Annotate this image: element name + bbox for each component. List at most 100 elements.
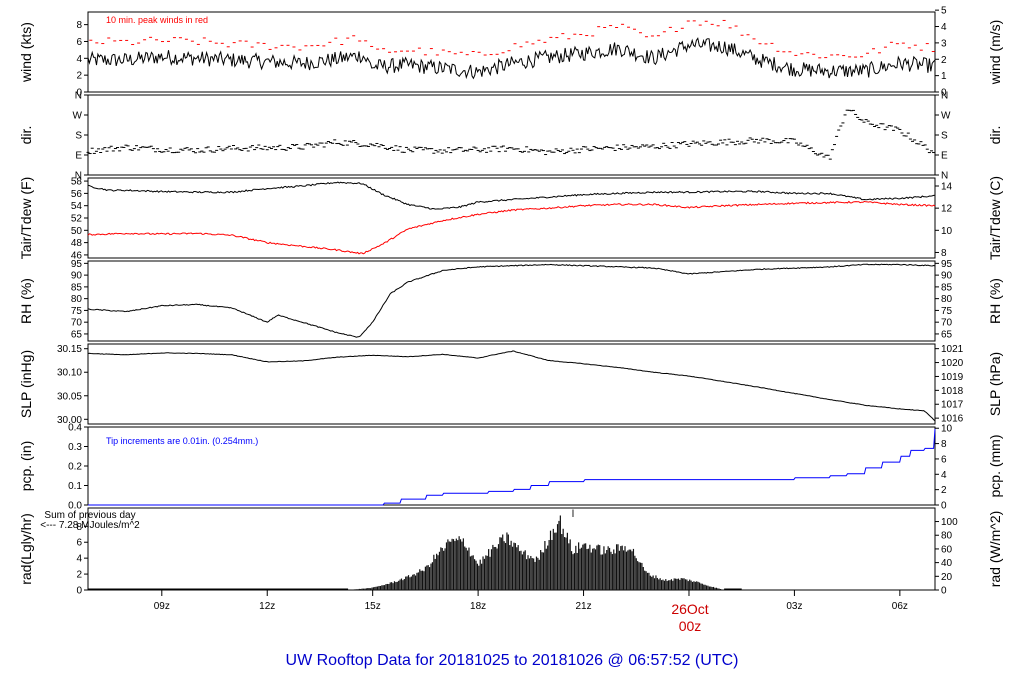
tick-label-left: 0.3 [68, 442, 82, 453]
tick-label-left: 65 [71, 329, 83, 340]
tick-label-right: 8 [941, 248, 947, 259]
tick-label-right: 60 [941, 544, 953, 555]
tick-label-right: 65 [941, 329, 953, 340]
tick-label-left: 2 [76, 71, 82, 82]
tick-label-left: W [73, 111, 83, 122]
tick-label-left: 0.0 [68, 501, 82, 512]
panel-5: SLP (inHg) SLP (hPa) 30.00 30.05 30.10 30.15 1… [18, 343, 1003, 426]
tick-label-right: 0 [941, 501, 947, 512]
tick-label-left: 48 [71, 238, 83, 249]
tick-label-left: 56 [71, 189, 83, 200]
x-tick-label: 15z [365, 601, 381, 612]
x-tick-label: 18z [470, 601, 486, 612]
peak-wind-marks [89, 19, 935, 59]
tick-label-right: S [941, 131, 948, 142]
tick-label-right: 0 [941, 586, 947, 597]
ylabel-right: wind (m/s) [987, 20, 1003, 86]
tick-label-left: N [75, 91, 82, 102]
tick-label-left: 30.05 [57, 391, 82, 402]
panel-annotation: 10 min. peak winds in red [106, 15, 208, 25]
tick-label-left: 85 [71, 282, 83, 293]
tick-label-left: 0.4 [68, 423, 82, 434]
tick-label-right: 1019 [941, 372, 964, 383]
tick-label-right: 75 [941, 306, 953, 317]
tick-label-right: 8 [941, 439, 947, 450]
tick-label-right: 0 [941, 88, 947, 99]
tick-label-left: 70 [71, 318, 83, 329]
panel-1: wind (kts) wind (m/s) 0 2 4 6 8 0 1 2 3 4 5 10 min. p… [18, 6, 1003, 99]
tick-label-left: 90 [71, 271, 83, 282]
tick-label-right: 3 [941, 38, 947, 49]
tick-label-right: 70 [941, 318, 953, 329]
tick-label-left: 52 [71, 214, 83, 225]
ylabel-right: Tair/Tdew (C) [987, 176, 1003, 260]
ylabel-left: Tair/Tdew (F) [18, 177, 34, 259]
tick-label-right: 10 [941, 424, 953, 435]
tick-label-right: 1016 [941, 414, 964, 425]
tick-label-right: 1018 [941, 386, 964, 397]
date-sub-label: 00z [679, 618, 702, 634]
tick-label-left: 30.15 [57, 344, 82, 355]
tick-label-right: 80 [941, 294, 953, 305]
ylabel-right: SLP (hPa) [987, 352, 1003, 416]
tick-label-right: 1021 [941, 344, 964, 355]
panel-frame [87, 343, 936, 425]
ylabel-right: dir. [987, 126, 1003, 145]
tick-label-right: 100 [941, 517, 958, 528]
tick-label-right: 2 [941, 55, 947, 66]
air-temp-trace [87, 181, 936, 210]
tick-label-right: N [941, 91, 948, 102]
tick-label-right: E [941, 151, 948, 162]
panel-7: rad(Lgly/hr) rad (W/m^2)02468020406080100… [18, 507, 1003, 597]
tick-label-right: 1017 [941, 400, 964, 411]
tick-label-left: 0 [76, 88, 82, 99]
time-axis: 09z 12z 15z 18z 21z 03z 06z [154, 590, 908, 612]
tick-label-right: 20 [941, 572, 953, 583]
tick-label-right: N [941, 171, 948, 182]
ylabel-left: dir. [18, 126, 34, 145]
tick-label-left: 95 [71, 259, 83, 270]
tick-label-right: 1 [941, 71, 947, 82]
ylabel-left: wind (kts) [18, 22, 34, 83]
tick-label-right: 2 [941, 485, 947, 496]
date-label: 26Oct [671, 601, 708, 617]
tick-label-left: 2 [76, 570, 82, 581]
precip-accum-trace [88, 428, 936, 506]
tick-label-left: 6 [76, 37, 82, 48]
tick-label-left: 4 [76, 54, 82, 65]
tick-label-left: 8 [76, 20, 82, 31]
rh-trace [87, 263, 936, 338]
x-tick-label: 21z [575, 601, 591, 612]
ylabel-right: pcp. (mm) [987, 435, 1003, 498]
slp-trace [87, 350, 936, 422]
tick-label-left: 0.2 [68, 462, 82, 473]
tick-label-right: 4 [941, 470, 947, 481]
tick-label-right: W [941, 111, 951, 122]
panel-frame [87, 260, 936, 342]
tick-label-left: 58 [71, 177, 83, 188]
tick-label-right: 14 [941, 182, 953, 193]
tick-label-left: 0.1 [68, 481, 82, 492]
panel-annotation: Tip increments are 0.01in. (0.254mm.) [106, 436, 258, 446]
tick-label-right: 80 [941, 531, 953, 542]
ylabel-left: rad(Lgly/hr) [18, 513, 34, 585]
ylabel-right: RH (%) [987, 278, 1003, 324]
rad-peak-mark: l [572, 509, 574, 520]
wind-dir-marks [86, 109, 936, 160]
tick-label-right: 12 [941, 204, 953, 215]
tick-label-left: S [75, 131, 82, 142]
tick-label-left: 75 [71, 306, 83, 317]
page-title: UW Rooftop Data for 20181025 to 20181026… [286, 652, 739, 669]
tick-label-right: 6 [941, 454, 947, 465]
tick-label-left: 46 [71, 250, 83, 261]
tick-label-right: 4 [941, 22, 947, 33]
tick-label-left: 80 [71, 294, 83, 305]
tick-label-left: 8 [76, 522, 82, 533]
panel-frame [87, 11, 936, 93]
tick-label-left: 4 [76, 554, 82, 565]
tick-label-right: 5 [941, 6, 947, 17]
tick-label-right: 10 [941, 226, 953, 237]
